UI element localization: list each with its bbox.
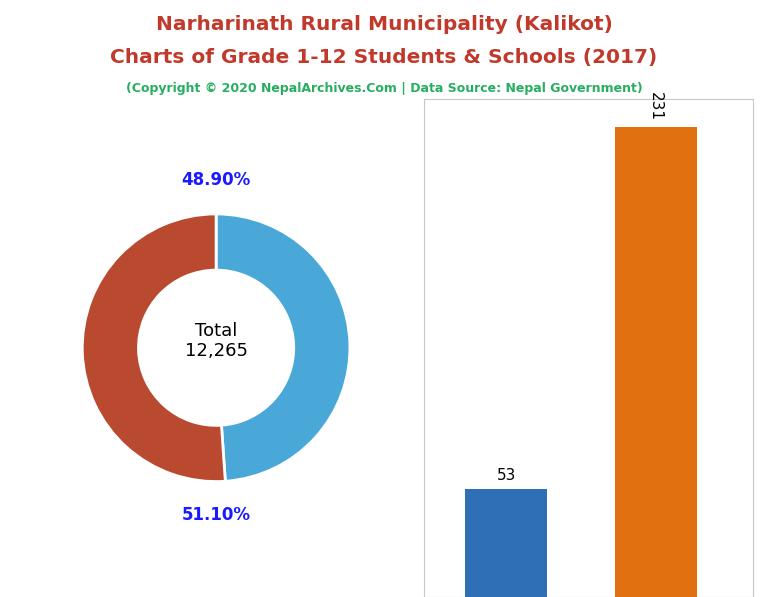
Text: 53: 53	[497, 468, 516, 483]
Text: 231: 231	[648, 92, 663, 121]
Text: (Copyright © 2020 NepalArchives.Com | Data Source: Nepal Government): (Copyright © 2020 NepalArchives.Com | Da…	[126, 82, 642, 96]
Wedge shape	[216, 214, 350, 481]
Bar	[614, 127, 697, 597]
Text: Total
12,265: Total 12,265	[184, 322, 247, 361]
Text: 51.10%: 51.10%	[181, 506, 250, 524]
Text: 48.90%: 48.90%	[181, 171, 250, 189]
Text: Narharinath Rural Municipality (Kalikot): Narharinath Rural Municipality (Kalikot)	[156, 15, 612, 34]
Wedge shape	[82, 214, 225, 482]
Legend: Male Students (5,998), Female Students (6,267): Male Students (5,998), Female Students (…	[2, 592, 233, 597]
Text: Charts of Grade 1-12 Students & Schools (2017): Charts of Grade 1-12 Students & Schools …	[111, 48, 657, 67]
Bar	[465, 489, 548, 597]
